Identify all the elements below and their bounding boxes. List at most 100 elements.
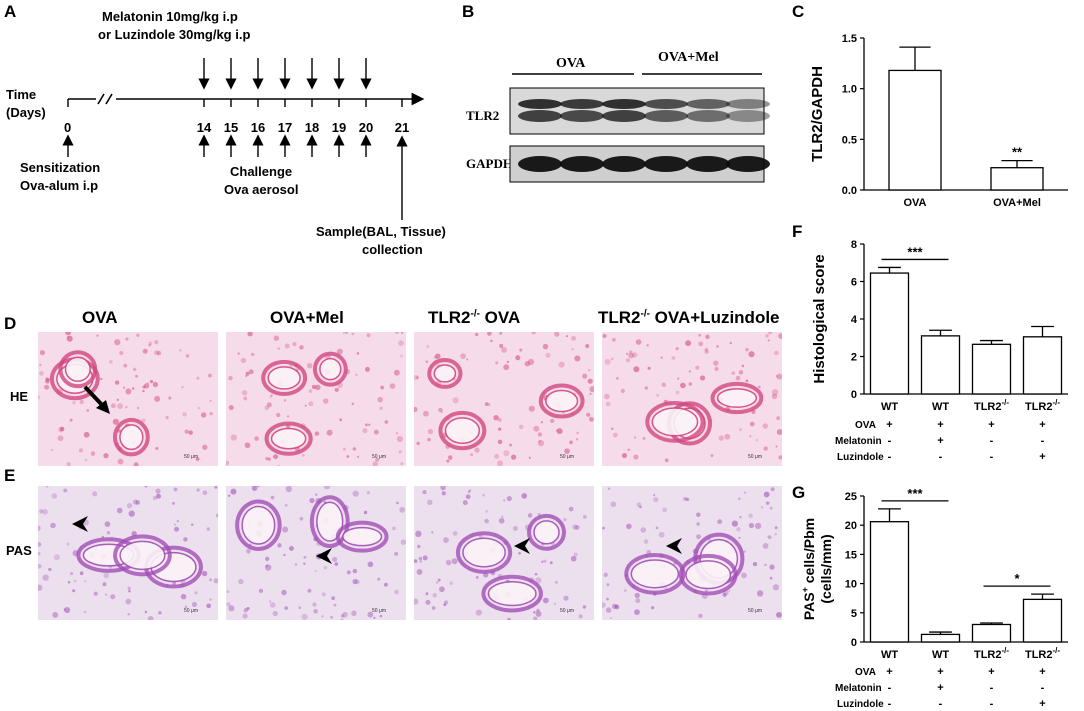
treatment-row-label: Melatonin [835, 436, 882, 447]
treatment-sign: + [988, 666, 994, 678]
treatment-row-label: OVA [855, 667, 876, 678]
chart-g-pas-cells: 0 5 10 15 20 25 PAS+ cells/Pbm (cells/mm) WT WT TL… [800, 486, 1068, 710]
micrograph-he-3: 50 μm [414, 332, 594, 466]
y-tick-label: 15 [845, 549, 857, 561]
y-tick-label: 0 [851, 637, 857, 649]
micrograph-header-ova: OVA [82, 308, 118, 327]
x-tick-label: WT [932, 649, 949, 661]
arrowhead-marker [72, 516, 88, 532]
x-tick-label: WT [881, 401, 898, 413]
panel-label-c: C [792, 2, 805, 21]
panel-label-b: B [462, 2, 475, 21]
treatment-label-line2: or Luzindole 30mg/kg i.p [98, 27, 250, 42]
tlr2-blot-membrane [509, 87, 765, 135]
timeline-panel: Melatonin 10mg/kg i.p or Luzindole 30mg/… [0, 0, 450, 300]
tlr2-band-lower [644, 110, 688, 122]
bar [869, 272, 910, 395]
y-axis-label-units: (cells/mm) [818, 534, 834, 603]
scale-bar-label: 50 μm [748, 454, 762, 460]
scale-bar-label: 50 μm [560, 454, 574, 460]
x-tick-label: OVA [903, 197, 926, 209]
treatment-sign: + [886, 419, 892, 431]
y-tick-label: 4 [851, 314, 858, 326]
bar [869, 521, 910, 643]
y-tick-label: 0.5 [842, 134, 857, 146]
sample-line1: Sample(BAL, Tissue) [316, 224, 446, 239]
y-tick-label: 1.5 [842, 33, 857, 45]
treatment-sign: - [888, 682, 892, 694]
panel-label-f: F [792, 222, 803, 241]
row-label-he: HE [10, 389, 29, 404]
scale-bar-label: 50 μm [560, 608, 574, 614]
chart-f-histological-score: 0 2 4 6 8 Histological score WT WT TLR2-/- TLR2-/… [811, 239, 1068, 463]
bar [971, 623, 1012, 643]
y-tick-label: 1.0 [842, 84, 857, 96]
scale-bar-label: 50 μm [184, 608, 198, 614]
x-tick-label: TLR2-/- [1025, 398, 1060, 413]
micrograph-header-tlr2-ova-luzindole: TLR2-/- OVA+Luzindole [598, 308, 780, 327]
treatment-sign: - [990, 682, 994, 694]
day-label-15: 15 [224, 120, 238, 135]
y-tick-label: 2 [851, 352, 857, 364]
challenge-line2: Ova aerosol [224, 182, 298, 197]
bar [971, 343, 1012, 395]
day-label-18: 18 [305, 120, 319, 135]
treatment-sign: - [888, 435, 892, 447]
gapdh-band [644, 156, 688, 172]
timeline-break-mark [97, 93, 105, 105]
x-tick-label: WT [881, 649, 898, 661]
y-tick-label: 6 [851, 277, 857, 289]
y-tick-label: 0 [851, 389, 857, 401]
treatment-sign: - [990, 698, 994, 710]
x-tick-label: TLR2-/- [974, 646, 1009, 661]
tlr2-band-lower [518, 110, 562, 122]
tlr2-band-lower [686, 110, 730, 122]
y-axis-label: TLR2/GAPDH [809, 66, 826, 162]
bar [1022, 336, 1063, 395]
bar [990, 167, 1044, 191]
x-tick-label: WT [932, 401, 949, 413]
day-label-21: 21 [395, 120, 409, 135]
tlr2-band-upper [686, 99, 730, 109]
micrograph-header-tlr2-ova: TLR2-/- OVA [428, 308, 521, 327]
micrograph-pas-2: 50 μm [226, 486, 406, 620]
treatment-sign: + [937, 682, 943, 694]
panel-label-e: E [4, 466, 16, 485]
gapdh-band [518, 156, 562, 172]
day-label-16: 16 [251, 120, 265, 135]
treatment-sign: + [937, 419, 943, 431]
western-blot-svg: OVA OVA+Mel TLR2 GAPDH [466, 50, 770, 183]
micrograph-pas-3: 50 μm [414, 486, 594, 620]
micrograph-he-1: 50 μm [38, 332, 218, 466]
gapdh-band [560, 156, 604, 172]
tlr2-band-lower [602, 110, 646, 122]
scale-bar-label: 50 μm [372, 608, 386, 614]
micrograph-header-ova-mel: OVA+Mel [270, 308, 344, 327]
arrowhead-marker [666, 538, 682, 554]
y-tick-label: 8 [851, 239, 857, 251]
significance-marker: *** [907, 244, 923, 259]
timeline-svg: Melatonin 10mg/kg i.p or Luzindole 30mg/… [6, 9, 446, 257]
panel-label-a: A [4, 2, 17, 21]
significance-marker: *** [907, 486, 923, 501]
treatment-sign: - [990, 435, 994, 447]
tlr2-band-upper [602, 99, 646, 109]
bar [888, 69, 942, 191]
treatment-sign: + [1039, 698, 1045, 710]
arrowhead-marker [514, 538, 530, 554]
treatment-sign: + [886, 666, 892, 678]
treatment-sign: - [888, 698, 892, 710]
y-tick-label: 25 [845, 491, 857, 503]
treatment-row-label: Luzindole [837, 452, 884, 463]
y-tick-label: 0.0 [842, 185, 857, 197]
day-label-20: 20 [359, 120, 373, 135]
treatment-sign: + [937, 435, 943, 447]
micrograph-he-2: 50 μm [226, 332, 406, 466]
timeline-break-mark [105, 93, 113, 105]
treatment-sign: + [1039, 451, 1045, 463]
tlr2-band-upper [726, 99, 770, 109]
western-blot-panel: OVA OVA+Mel TLR2 GAPDH [462, 0, 782, 200]
y-axis-label: Histological score [811, 254, 828, 383]
tlr2-band-upper [644, 99, 688, 109]
scale-bar-label: 50 μm [184, 454, 198, 460]
